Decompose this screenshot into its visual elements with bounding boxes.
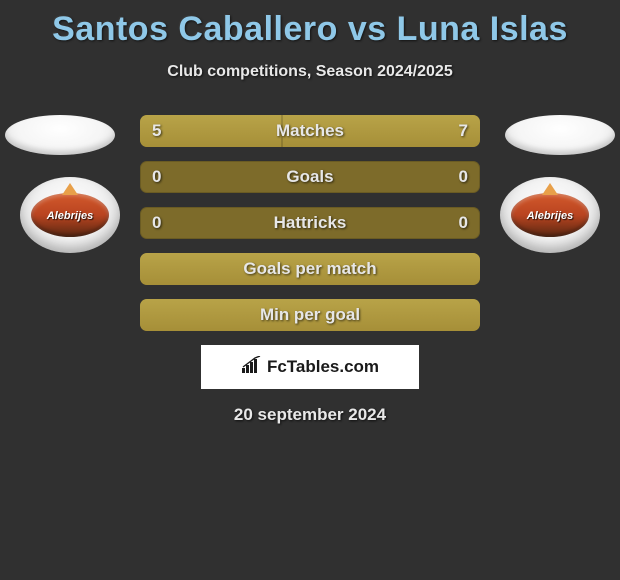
- club-logo-inner-left: Alebrijes: [31, 193, 109, 237]
- stat-value-right: 7: [459, 121, 468, 141]
- branding-label: FcTables.com: [267, 357, 379, 377]
- branding-text: FcTables.com: [241, 356, 379, 379]
- club-logo-text-right: Alebrijes: [527, 210, 573, 222]
- stat-label: Hattricks: [140, 213, 480, 233]
- bar-fill-right: [282, 115, 480, 147]
- stat-value-left: 0: [152, 167, 161, 187]
- stat-bar: 57Matches: [140, 115, 480, 147]
- stat-bar: Min per goal: [140, 299, 480, 331]
- player-photo-right: [505, 115, 615, 155]
- comparison-card: Santos Caballero vs Luna Islas Club comp…: [0, 0, 620, 580]
- stat-label: Goals: [140, 167, 480, 187]
- page-title: Santos Caballero vs Luna Islas: [0, 0, 620, 49]
- club-logo-left: Alebrijes: [20, 177, 120, 253]
- bar-chart-icon: [241, 356, 263, 379]
- stat-value-left: 5: [152, 121, 161, 141]
- stat-bars: 57Matches00Goals00HattricksGoals per mat…: [140, 115, 480, 331]
- bar-fill: [140, 253, 480, 285]
- stat-value-right: 0: [459, 167, 468, 187]
- club-logo-wing-icon: [62, 183, 78, 195]
- stat-bar: Goals per match: [140, 253, 480, 285]
- club-logo-right: Alebrijes: [500, 177, 600, 253]
- bar-fill: [140, 299, 480, 331]
- player-photo-left: [5, 115, 115, 155]
- subtitle: Club competitions, Season 2024/2025: [0, 63, 620, 81]
- date-text: 20 september 2024: [0, 405, 620, 425]
- club-logo-text-left: Alebrijes: [47, 210, 93, 222]
- branding-box: FcTables.com: [201, 345, 419, 389]
- stat-value-left: 0: [152, 213, 161, 233]
- stat-value-right: 0: [459, 213, 468, 233]
- club-logo-inner-right: Alebrijes: [511, 193, 589, 237]
- content-area: Alebrijes Alebrijes 57Matches00Goals00Ha…: [0, 115, 620, 425]
- club-logo-wing-icon: [542, 183, 558, 195]
- stat-bar: 0 0Hattricks: [140, 207, 480, 239]
- stat-bar: 0 0Goals: [140, 161, 480, 193]
